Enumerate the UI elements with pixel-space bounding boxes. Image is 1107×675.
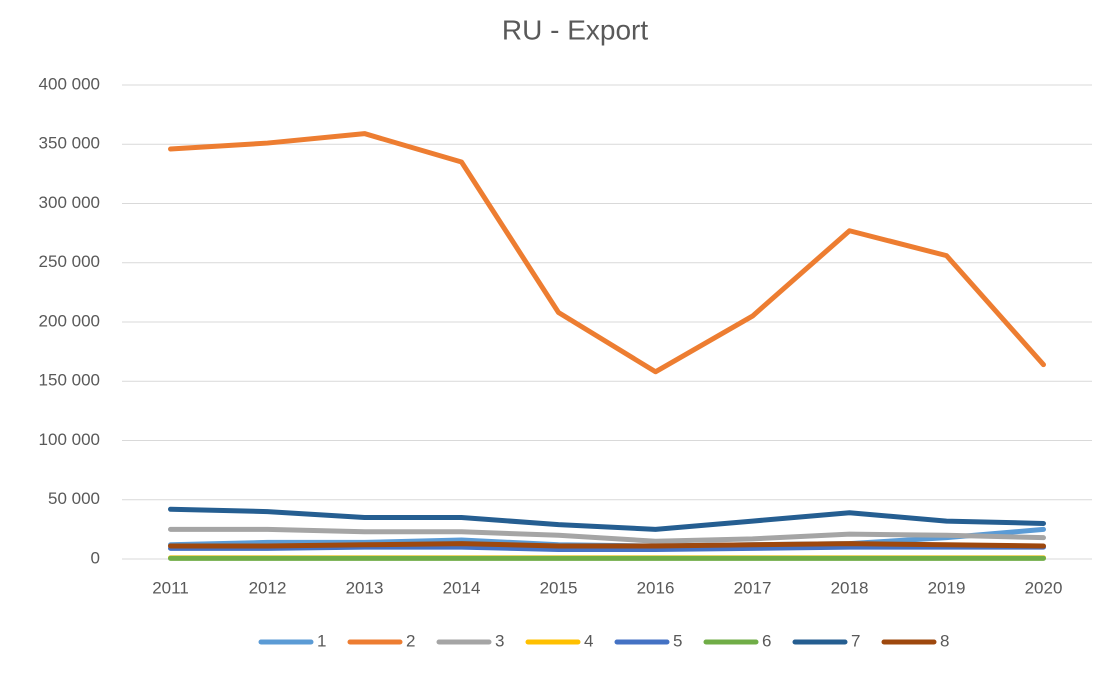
legend-label: 2	[406, 631, 415, 650]
y-tick-label: 0	[91, 548, 100, 567]
x-tick-label: 2011	[152, 578, 189, 597]
x-tick-label: 2013	[346, 578, 384, 597]
y-tick-label: 400 000	[39, 74, 100, 93]
legend-label: 6	[762, 631, 771, 650]
x-tick-label: 2016	[637, 578, 675, 597]
y-tick-label: 100 000	[39, 430, 100, 449]
x-tick-label: 2015	[540, 578, 578, 597]
legend-label: 4	[584, 631, 593, 650]
y-tick-label: 250 000	[39, 252, 100, 271]
x-tick-label: 2017	[734, 578, 772, 597]
y-tick-label: 150 000	[39, 371, 100, 390]
series-line	[168, 506, 1046, 532]
legend-label: 8	[940, 631, 949, 650]
y-tick-label: 200 000	[39, 311, 100, 330]
series-line	[168, 526, 1046, 544]
series-line	[168, 131, 1046, 375]
y-tick-label: 350 000	[39, 134, 100, 153]
legend-label: 1	[317, 631, 326, 650]
y-tick-label: 300 000	[39, 193, 100, 212]
series-line	[168, 541, 1046, 549]
x-tick-label: 2019	[928, 578, 966, 597]
y-tick-label: 50 000	[48, 489, 100, 508]
legend-label: 7	[851, 631, 860, 650]
legend-label: 5	[673, 631, 682, 650]
x-tick-label: 2014	[443, 578, 481, 597]
legend-label: 3	[495, 631, 504, 650]
x-tick-label: 2012	[249, 578, 287, 597]
chart-title: RU - Export	[502, 14, 648, 45]
x-tick-label: 2020	[1025, 578, 1063, 597]
x-tick-label: 2018	[831, 578, 869, 597]
